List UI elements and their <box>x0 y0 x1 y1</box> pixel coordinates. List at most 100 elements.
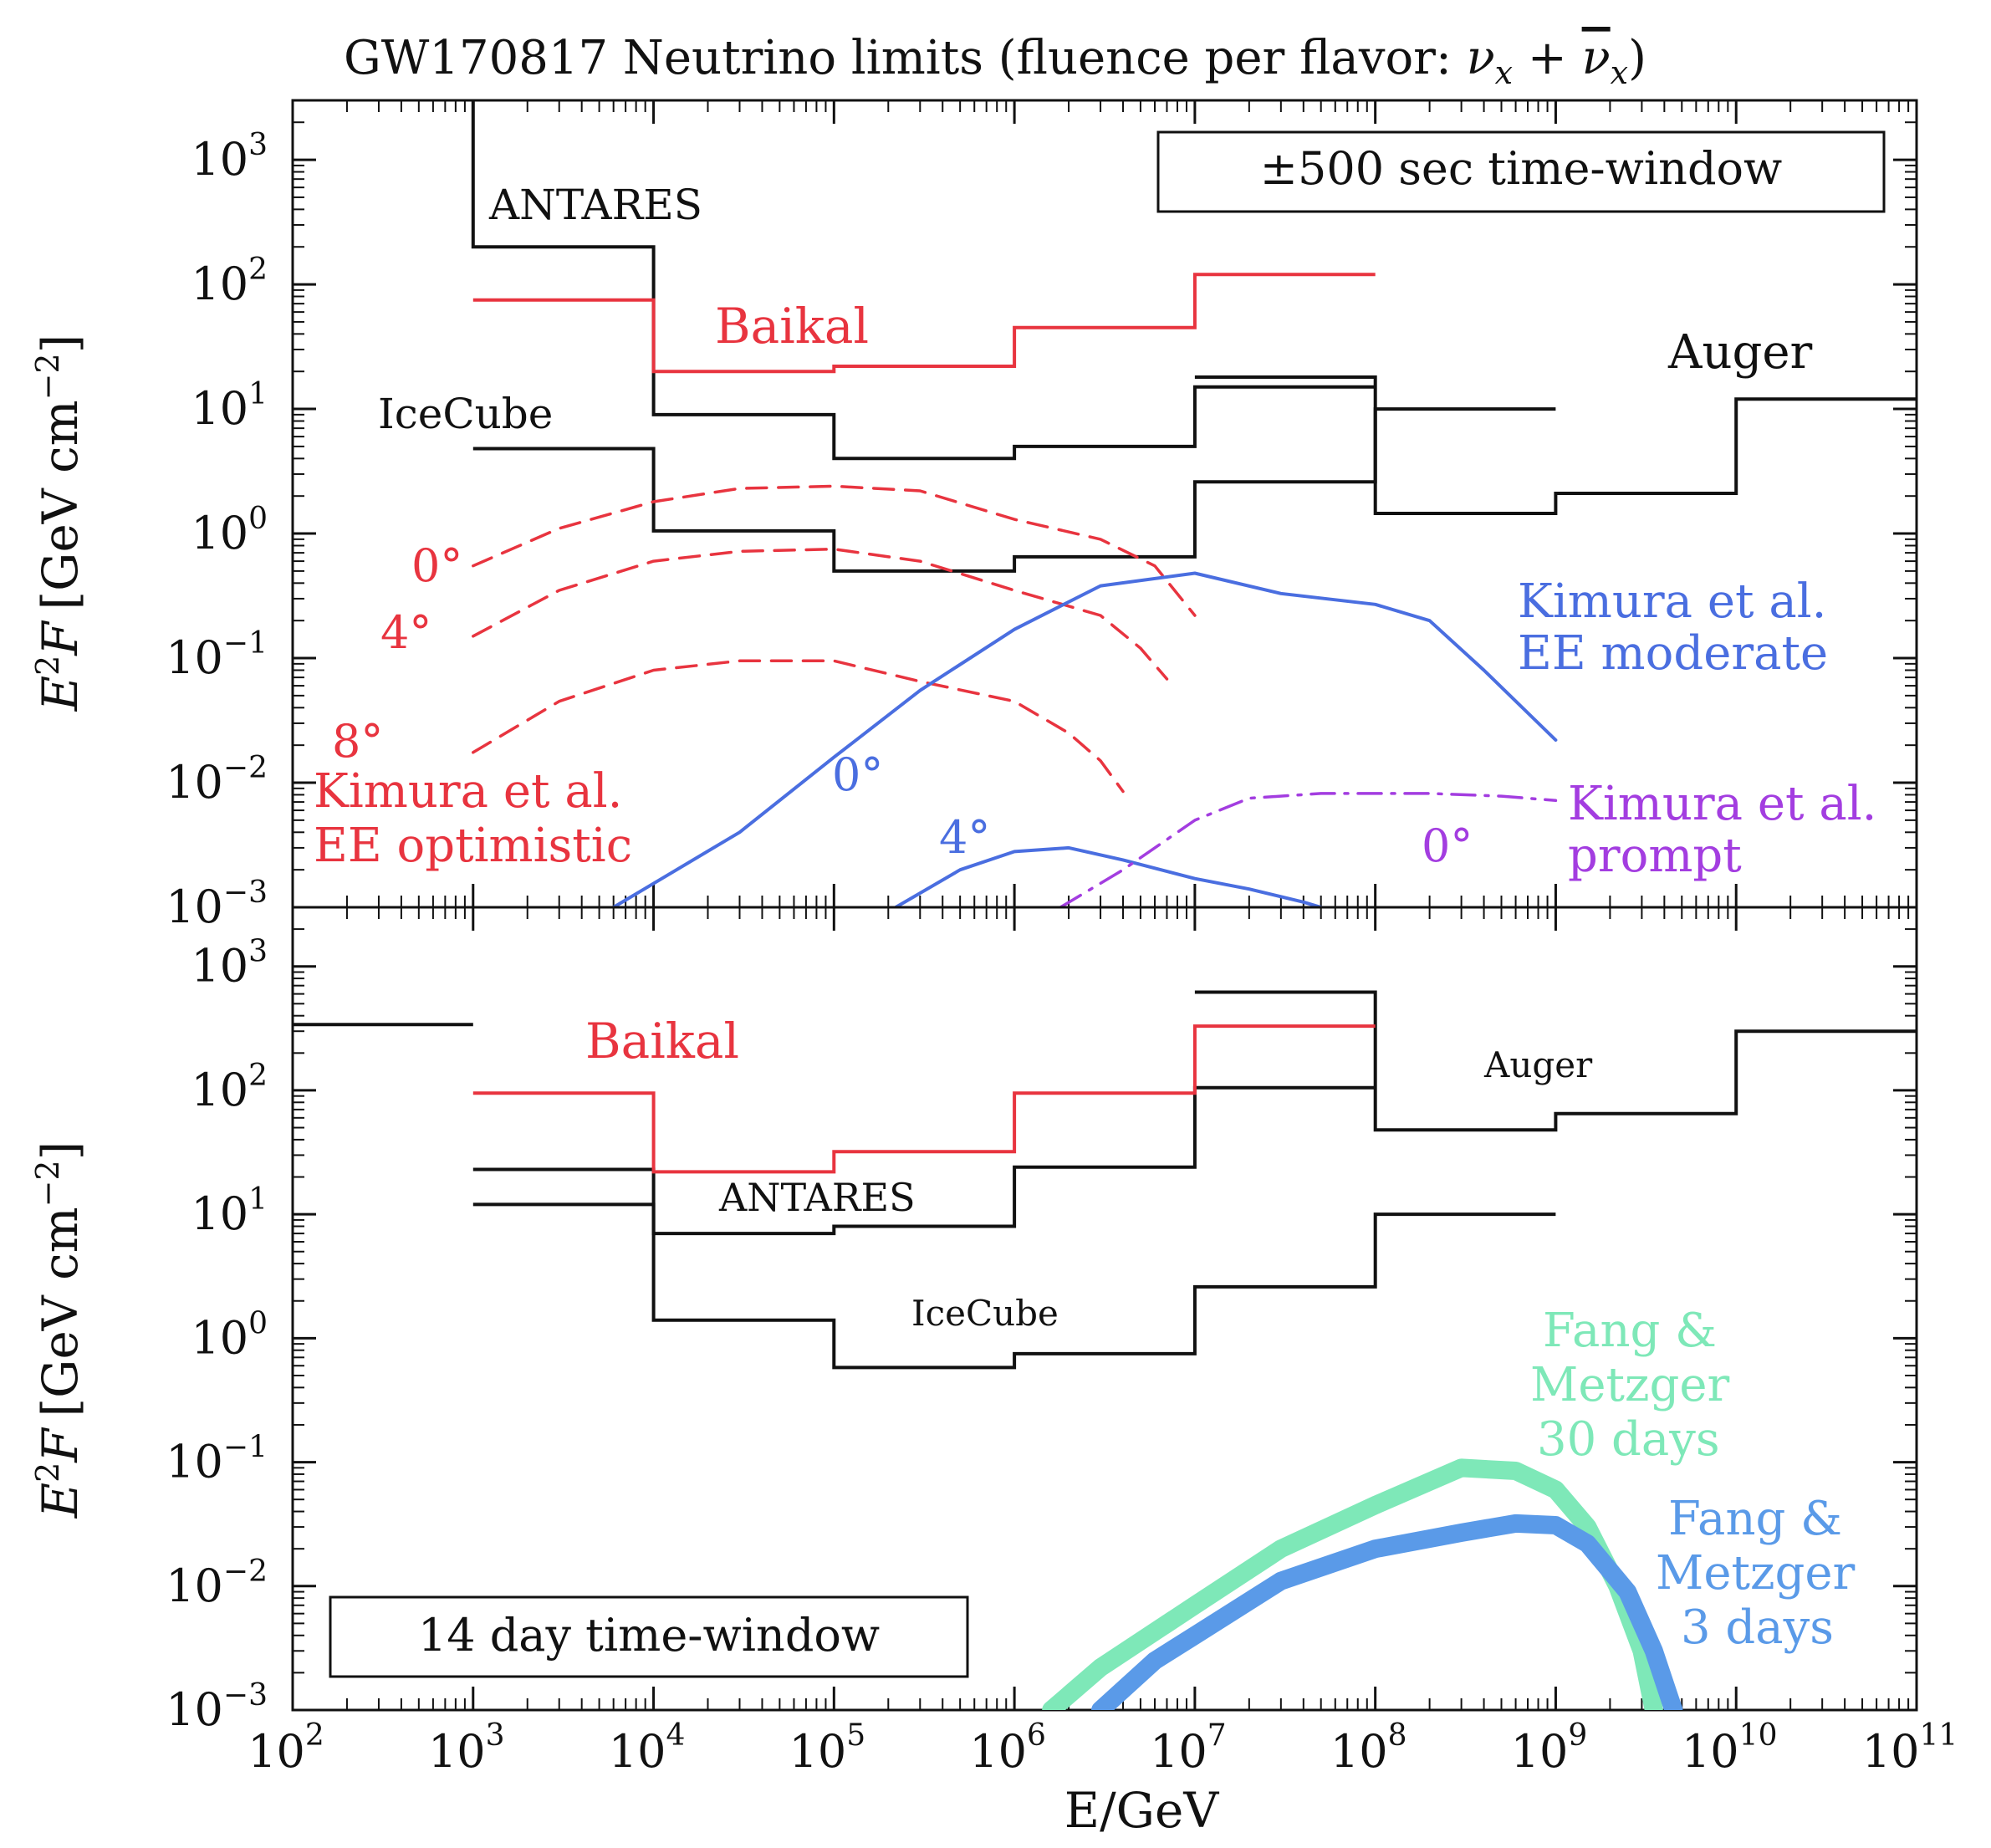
y-tick-exp: −3 <box>223 876 268 910</box>
x-tick-label: 103 <box>428 1718 505 1778</box>
title-sub-x2: x <box>1611 54 1628 91</box>
label-0deg-red: 0° <box>411 539 462 592</box>
label-icecube: IceCube <box>378 390 553 438</box>
x-tick-base: 10 <box>969 1725 1027 1778</box>
x-tick-base: 10 <box>248 1725 305 1778</box>
x-tick-base: 10 <box>789 1725 847 1778</box>
y-tick-label: 10−1 <box>166 626 268 684</box>
x-tick-exp: 5 <box>846 1718 865 1753</box>
title-plus: + <box>1513 31 1582 85</box>
title-sub-x: x <box>1495 54 1513 91</box>
y-tick-base: 10 <box>166 756 223 809</box>
ylabel-unit: [GeV cm <box>32 400 89 610</box>
label-kimura-mod-2: EE moderate <box>1518 626 1828 681</box>
x-tick-exp: 8 <box>1388 1718 1407 1753</box>
x-tick-exp: 9 <box>1568 1718 1587 1753</box>
series-kimura-ee-optimistic-0- <box>472 484 1197 617</box>
x-tick-base: 10 <box>1511 1725 1569 1778</box>
label-icecube: IceCube <box>911 1293 1059 1334</box>
ylabel-sup: 2 <box>29 656 66 676</box>
x-tick-exp: 3 <box>486 1718 505 1753</box>
y-tick-exp: 0 <box>248 1306 268 1340</box>
series-baikal <box>472 1024 1376 1174</box>
y-axis-label-top: E2F [GeV cm−2] <box>29 334 89 712</box>
ylabel-e: E <box>32 676 89 712</box>
series-group <box>293 990 1917 1710</box>
y-tick-base: 10 <box>191 258 248 310</box>
x-tick-label: 107 <box>1150 1718 1227 1778</box>
label-fang3-3: 3 days <box>1681 1600 1834 1655</box>
label-fang30-1: Fang & <box>1543 1304 1717 1358</box>
y-tick-base: 10 <box>166 631 223 684</box>
ylabel-unit-sup: −2 <box>29 353 66 400</box>
y-tick-base: 10 <box>166 1683 223 1736</box>
ylabel-close: ] <box>32 334 89 354</box>
y-tick-label: 100 <box>191 502 268 559</box>
label-baikal: Baikal <box>715 298 869 355</box>
title-close: ) <box>1628 31 1646 85</box>
x-tick-exp: 7 <box>1207 1718 1227 1753</box>
label-kimura-opt-1: Kimura et al. <box>314 764 622 819</box>
x-tick-label: 109 <box>1511 1718 1588 1778</box>
y-tick-exp: 2 <box>248 253 268 287</box>
label-auger: Auger <box>1667 325 1812 380</box>
label-4deg-red: 4° <box>380 606 431 659</box>
label-8deg-red: 8° <box>332 715 383 768</box>
chart-title-text: GW170817 Neutrino limits (fluence per fl… <box>344 31 1467 85</box>
y-tick-label: 10−1 <box>166 1431 268 1488</box>
x-tick-label: 104 <box>609 1718 686 1778</box>
series-fang-metzger-3-days <box>1091 1514 1683 1710</box>
series-kimura-ee-optimistic-4- <box>472 547 1169 681</box>
x-tick-label: 1011 <box>1862 1718 1958 1778</box>
y-tick-exp: 0 <box>248 502 268 536</box>
y-tick-label: 10−2 <box>166 1554 268 1612</box>
y-tick-base: 10 <box>191 382 248 435</box>
y-tick-exp: −1 <box>223 1431 268 1465</box>
x-tick-base: 10 <box>1150 1725 1207 1778</box>
label-fang30-2: Metzger <box>1530 1358 1729 1412</box>
x-tick-exp: 2 <box>305 1718 324 1753</box>
label-4deg-blue: 4° <box>939 811 990 864</box>
y-tick-base: 10 <box>191 1187 248 1240</box>
y-tick-base: 10 <box>166 1560 223 1612</box>
y-tick-label: 103 <box>191 935 268 993</box>
y-tick-base: 10 <box>166 1436 223 1488</box>
x-tick-exp: 11 <box>1919 1718 1958 1753</box>
x-tick-base: 10 <box>1330 1725 1388 1778</box>
label-auger: Auger <box>1483 1044 1593 1085</box>
label-0deg-purple: 0° <box>1422 819 1473 872</box>
x-tick-label: 102 <box>248 1718 324 1778</box>
ylabel-close: ] <box>32 1141 89 1161</box>
series-antares <box>471 100 1376 461</box>
series-group <box>471 100 1917 907</box>
window-label: ±500 sec time-window <box>1260 142 1783 195</box>
x-tick-label: 106 <box>969 1718 1046 1778</box>
x-tick-base: 10 <box>428 1725 486 1778</box>
ylabel-e: E <box>32 1483 89 1519</box>
series-icecube <box>472 1202 1556 1370</box>
label-kimura-prompt-1: Kimura et al. <box>1568 777 1876 831</box>
label-fang30-3: 30 days <box>1537 1412 1720 1467</box>
label-0deg-blue: 0° <box>832 748 883 801</box>
series-kimura-ee-optimistic-8- <box>472 659 1125 794</box>
window-label-box <box>329 1595 969 1678</box>
y-tick-base: 10 <box>166 881 223 933</box>
y-tick-label: 10−2 <box>166 751 268 809</box>
label-antares: ANTARES <box>488 181 702 229</box>
series-kimura-ee-moderate-4- <box>894 845 1323 907</box>
y-tick-exp: 3 <box>248 935 268 969</box>
y-tick-exp: −1 <box>223 626 268 661</box>
x-tick-base: 10 <box>1682 1725 1739 1778</box>
title-nu: ν <box>1467 31 1495 85</box>
label-kimura-opt-2: EE optimistic <box>314 819 632 873</box>
y-tick-exp: 3 <box>248 128 268 162</box>
y-tick-base: 10 <box>191 940 248 993</box>
x-tick-exp: 4 <box>666 1718 685 1753</box>
y-tick-exp: −3 <box>223 1678 268 1713</box>
ylabel-unit-sup: −2 <box>29 1160 66 1207</box>
series-auger <box>1194 375 1917 515</box>
y-tick-label: 102 <box>191 1059 268 1116</box>
ylabel-f: F <box>32 620 89 656</box>
